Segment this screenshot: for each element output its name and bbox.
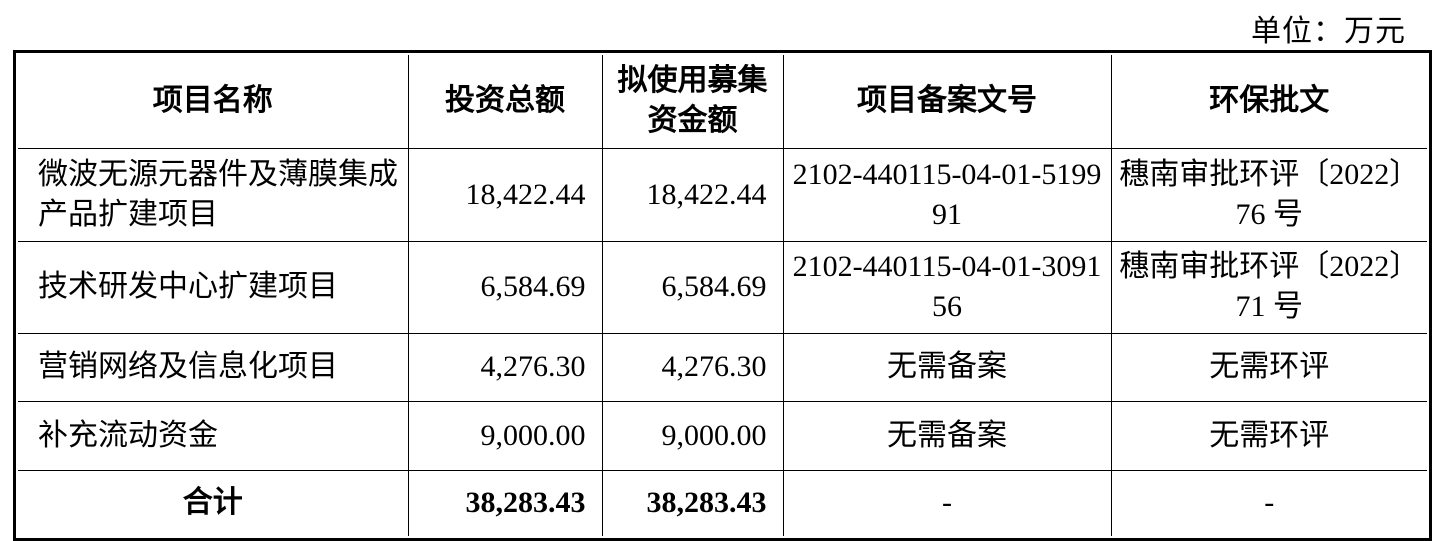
header-row: 项目名称 投资总额 拟使用募集资金额 项目备案文号 环保批文 (18, 55, 1427, 149)
project-name: 营销网络及信息化项目 (18, 332, 409, 402)
env-approval: 无需环评 (1110, 400, 1427, 471)
total-investment: 4,276.30 (407, 332, 603, 402)
project-name: 补充流动资金 (18, 400, 409, 471)
filing-number: 无需备案 (782, 400, 1112, 471)
env-approval: 穗南审批环评〔2022〕76 号 (1110, 147, 1427, 242)
env-approval: 穗南审批环评〔2022〕71 号 (1110, 240, 1427, 334)
filing-number: 2102-440115-04-01-519991 (782, 147, 1112, 242)
unit-label: 单位：万元 (1251, 15, 1406, 48)
project-name: 技术研发中心扩建项目 (18, 240, 409, 334)
filing-number: 无需备案 (782, 332, 1112, 402)
filing-number-empty: - (782, 469, 1112, 536)
env-approval: 无需环评 (1110, 332, 1427, 402)
total-investment-sum: 38,283.43 (407, 469, 603, 536)
table-row: 微波无源元器件及薄膜集成产品扩建项目 18,422.44 18,422.44 2… (18, 147, 1427, 242)
header-total-investment: 投资总额 (407, 55, 603, 149)
env-approval-empty: - (1110, 469, 1427, 536)
raised-funds-sum: 38,283.43 (601, 469, 784, 536)
project-table-frame: 项目名称 投资总额 拟使用募集资金额 项目备案文号 环保批文 微波无源元器件及薄… (13, 50, 1432, 541)
total-row: 合计 38,283.43 38,283.43 - - (18, 469, 1427, 536)
raised-funds: 6,584.69 (601, 240, 784, 334)
total-investment: 6,584.69 (407, 240, 603, 334)
raised-funds: 4,276.30 (601, 332, 784, 402)
table-row: 营销网络及信息化项目 4,276.30 4,276.30 无需备案 无需环评 (18, 332, 1427, 402)
project-table: 项目名称 投资总额 拟使用募集资金额 项目备案文号 环保批文 微波无源元器件及薄… (18, 55, 1427, 536)
filing-number: 2102-440115-04-01-309156 (782, 240, 1112, 334)
table-row: 补充流动资金 9,000.00 9,000.00 无需备案 无需环评 (18, 400, 1427, 471)
header-filing-number: 项目备案文号 (782, 55, 1112, 149)
header-project-name: 项目名称 (18, 55, 409, 149)
header-env-approval: 环保批文 (1110, 55, 1427, 149)
total-investment: 9,000.00 (407, 400, 603, 471)
total-label: 合计 (18, 469, 409, 536)
project-name: 微波无源元器件及薄膜集成产品扩建项目 (18, 147, 409, 242)
raised-funds: 18,422.44 (601, 147, 784, 242)
total-investment: 18,422.44 (407, 147, 603, 242)
raised-funds: 9,000.00 (601, 400, 784, 471)
table-row: 技术研发中心扩建项目 6,584.69 6,584.69 2102-440115… (18, 240, 1427, 334)
header-raised-funds: 拟使用募集资金额 (601, 55, 784, 149)
